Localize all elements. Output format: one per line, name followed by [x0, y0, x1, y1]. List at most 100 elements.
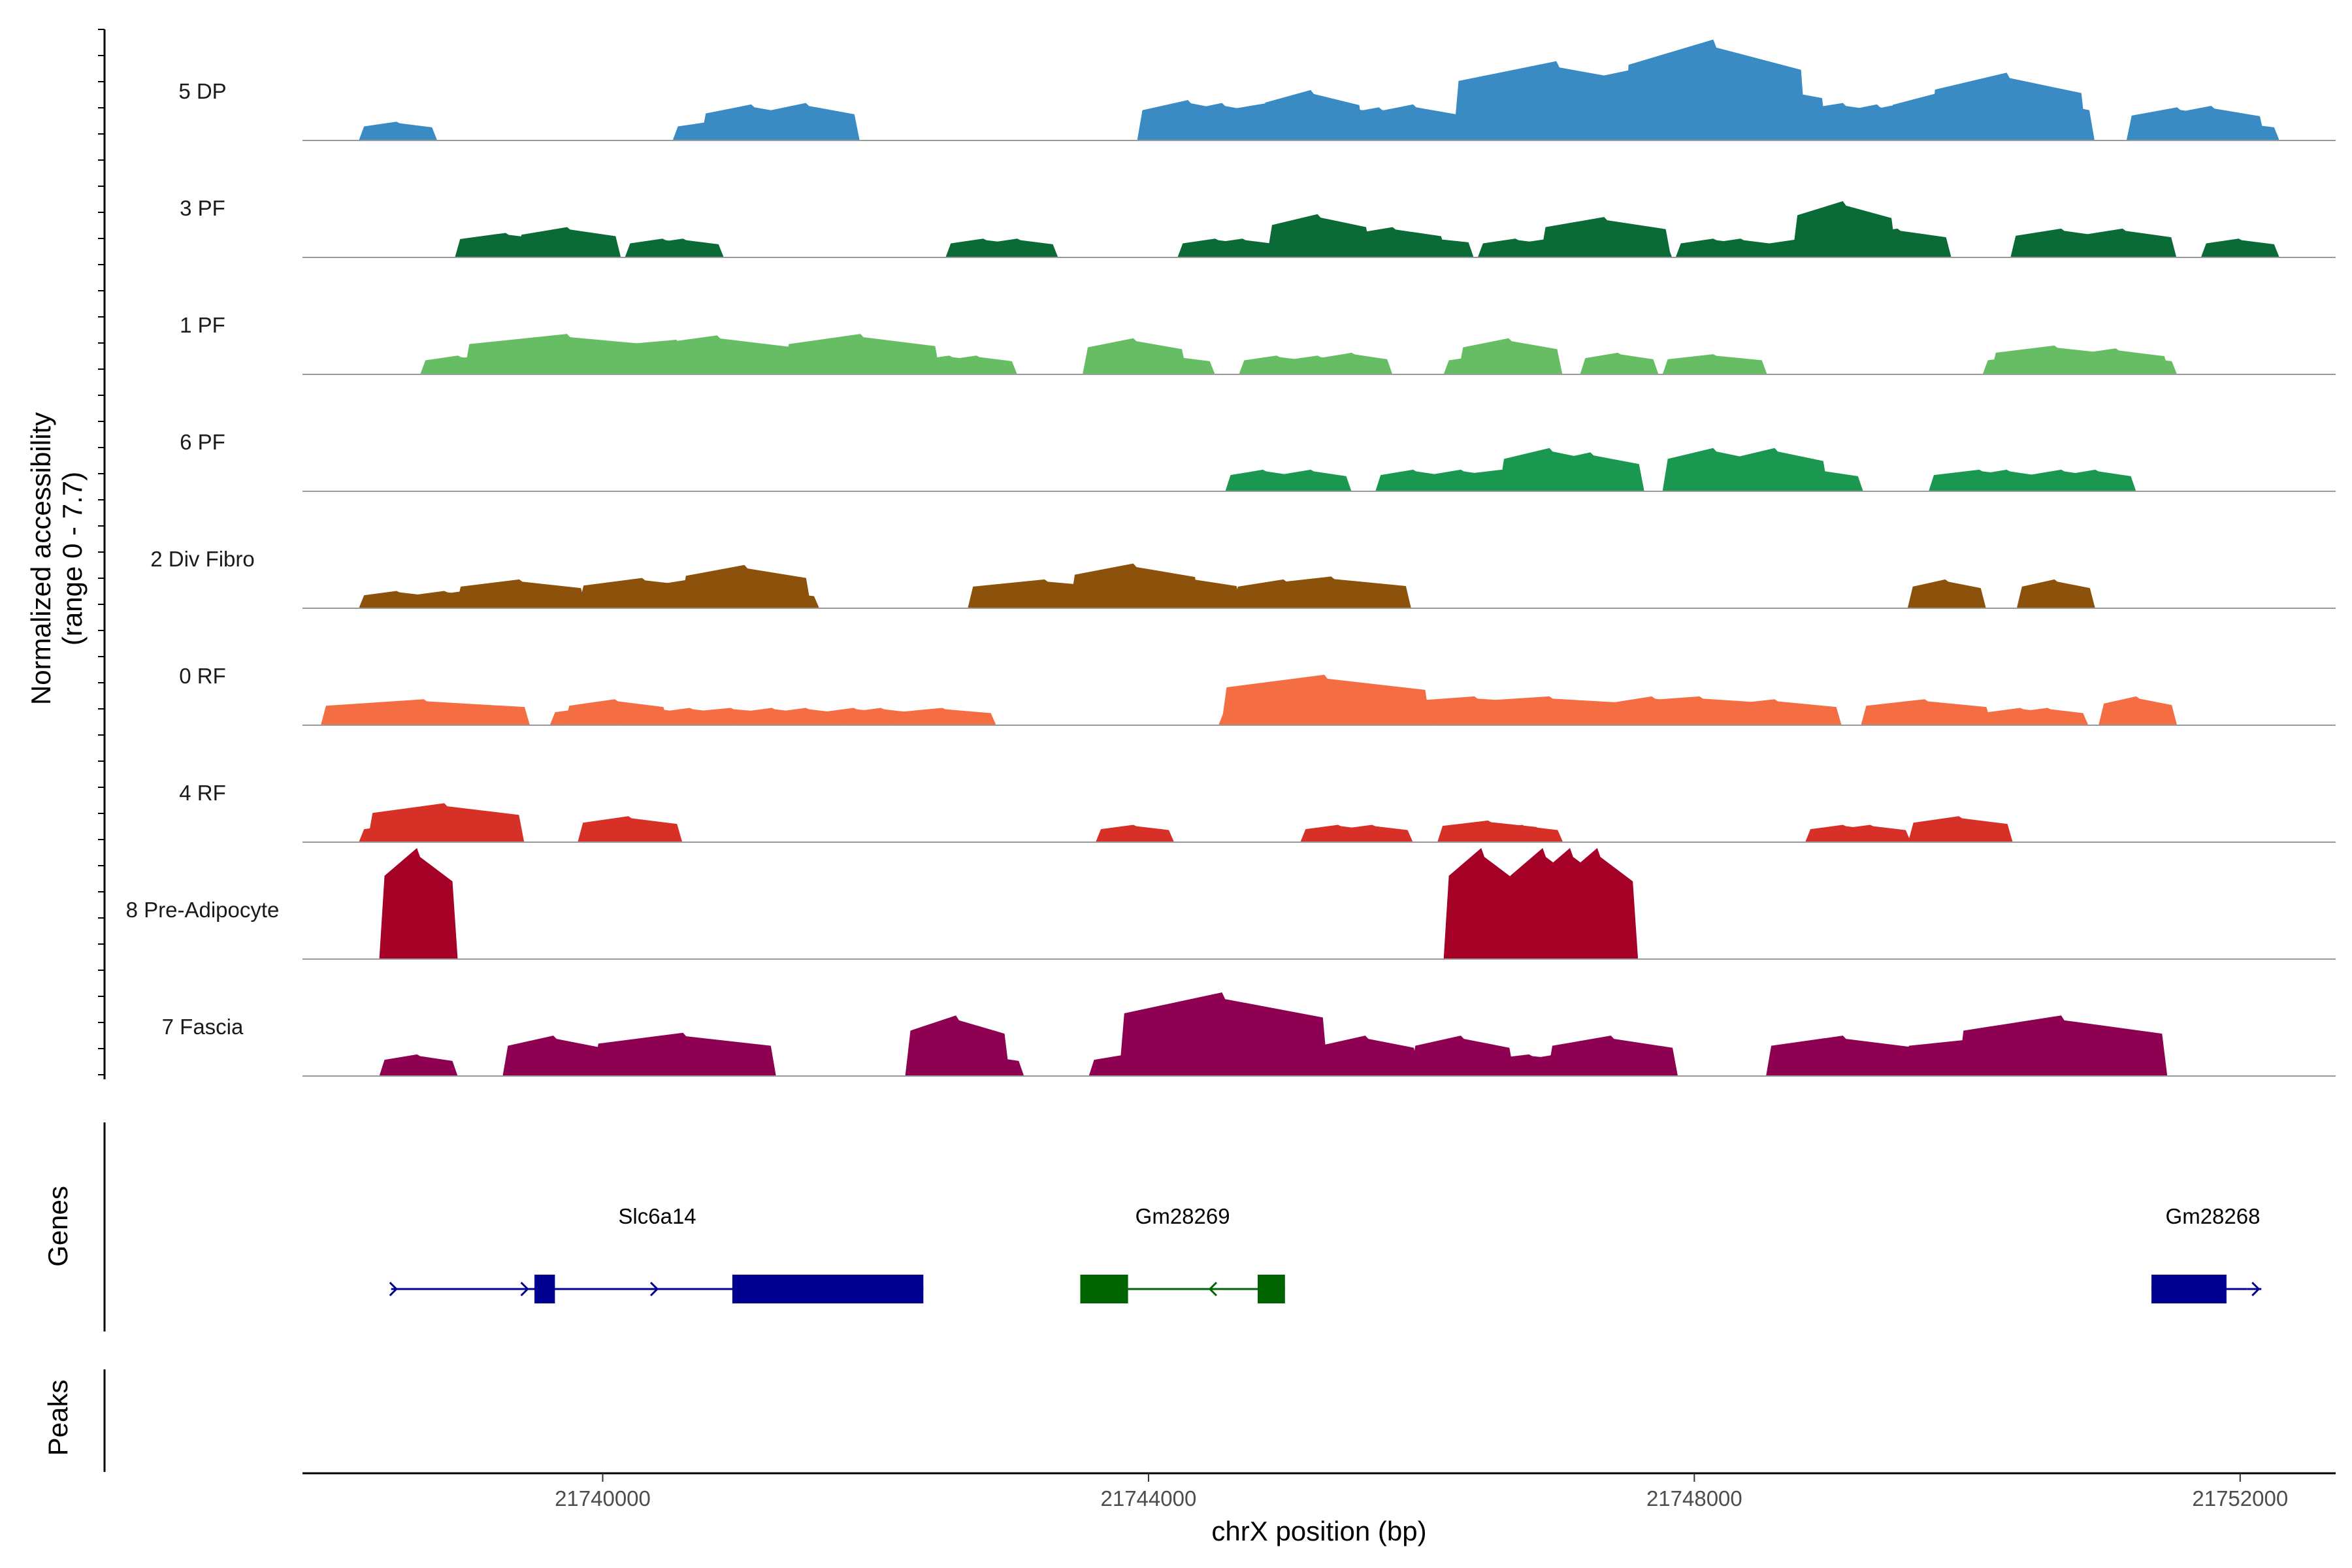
track-label: 3 PF	[180, 196, 225, 220]
coverage-peak	[945, 1054, 1024, 1076]
coverage-peak	[379, 848, 458, 959]
coverage-peak	[1560, 848, 1639, 959]
x-tick-label: 21748000	[1646, 1486, 1742, 1511]
coverage-peak	[1254, 576, 1411, 608]
strand-arrow	[649, 1281, 659, 1297]
coverage-peak	[979, 238, 1058, 257]
coverage-peak	[741, 591, 820, 608]
coverage-peak	[502, 1036, 608, 1076]
track-label: 7 Fascia	[162, 1015, 244, 1039]
coverage-peak	[2085, 1054, 2164, 1076]
track-label: 8 Pre-Adipocyte	[126, 898, 280, 922]
coverage-peak	[1908, 816, 2013, 842]
tracks-layer: 5 DP 3 PF 1 PF 6 PF 2 Div Fibro 0 RF 4 RF 8 Pre…	[126, 39, 2336, 1077]
coverage-peak	[1205, 238, 1284, 257]
track-2-div-fibro: 2 Div Fibro	[150, 547, 2336, 609]
gene-exon	[1258, 1275, 1285, 1303]
coverage-peak	[359, 122, 438, 140]
y-axis-title-line2: (range 0 - 7.7)	[57, 472, 88, 645]
coverage-peak	[1832, 825, 1911, 842]
coverage-peak	[1314, 352, 1393, 374]
coverage-peak	[1137, 576, 1242, 608]
coverage-peak	[320, 699, 530, 725]
track-0-rf: 0 RF	[179, 664, 2336, 726]
left-axis	[98, 29, 106, 1079]
coverage-peak	[515, 591, 595, 608]
coverage-peak	[1484, 825, 1563, 842]
coverage-peak	[1547, 1036, 1678, 1076]
coverage-peak	[1710, 699, 1842, 725]
coverage-peak	[593, 1032, 776, 1076]
coverage-peak	[1907, 579, 1986, 608]
gene-slc6a14: Slc6a14	[389, 1204, 924, 1303]
track-6-pf: 6 PF	[180, 430, 2336, 492]
coverage-peak	[938, 355, 1017, 374]
peaks-label: Peaks	[42, 1380, 73, 1456]
track-1-pf: 1 PF	[180, 313, 2336, 375]
gene-gm28269: Gm28269	[1080, 1204, 1285, 1303]
gene-label: Slc6a14	[618, 1204, 696, 1228]
gene-exon	[732, 1275, 924, 1303]
track-3-pf: 3 PF	[180, 196, 2336, 258]
strand-arrow	[2251, 1281, 2261, 1297]
coverage-peak	[645, 238, 724, 257]
track-label: 5 DP	[178, 79, 226, 103]
coverage-peak	[1989, 97, 2095, 140]
coverage-peak	[367, 803, 525, 842]
genes-label: Genes	[42, 1186, 73, 1267]
coverage-peak	[1846, 228, 1952, 257]
coverage-peak	[1539, 452, 1644, 491]
coverage-peak	[1662, 354, 1767, 374]
gene-exon	[534, 1275, 555, 1303]
coverage-peak	[2016, 579, 2095, 608]
coverage-peak	[1593, 238, 1673, 257]
coverage-peak	[2200, 122, 2279, 140]
strand-arrow	[1208, 1281, 1217, 1297]
coverage-peak	[1119, 992, 1328, 1076]
track-label: 2 Div Fibro	[150, 547, 255, 571]
track-4-rf: 4 RF	[179, 781, 2336, 843]
coverage-peak	[1273, 469, 1352, 491]
track-7-fascia: 7 Fascia	[162, 992, 2336, 1077]
gene-label: Gm28268	[2166, 1204, 2261, 1228]
track-label: 6 PF	[180, 430, 225, 454]
track-label: 0 RF	[179, 664, 226, 688]
x-tick-label: 21752000	[2192, 1486, 2288, 1511]
coverage-peak	[2099, 696, 2178, 725]
coverage-peak	[1096, 825, 1175, 842]
coverage-peak	[1580, 352, 1659, 374]
coverage-peak	[891, 708, 996, 725]
strand-arrow	[389, 1281, 398, 1297]
coverage-peak	[1458, 338, 1563, 374]
coverage-peak	[1861, 699, 1992, 725]
x-tick-label: 21740000	[555, 1486, 651, 1511]
coverage-peak	[1784, 469, 1863, 491]
coverage-peak	[1334, 825, 1413, 842]
coverage-peak	[2099, 355, 2178, 374]
x-tick-label: 21744000	[1101, 1486, 1197, 1511]
coverage-peak	[578, 816, 683, 842]
gene-exon	[2151, 1275, 2227, 1303]
y-axis-title-line1: Normalized accessibility	[25, 412, 56, 705]
coverage-peak	[2057, 469, 2136, 491]
coverage-peak	[516, 227, 621, 257]
coverage-peak	[1369, 235, 1474, 257]
coverage-peak	[2010, 708, 2089, 725]
coverage-peak	[379, 1054, 458, 1076]
strand-arrow	[520, 1281, 529, 1297]
track-5-dp: 5 DP	[178, 39, 2336, 141]
coverage-peak	[1136, 355, 1215, 374]
gene-label: Gm28269	[1135, 1204, 1230, 1228]
track-label: 4 RF	[179, 781, 226, 805]
coverage-peak	[755, 103, 860, 140]
coverage-peak	[2200, 238, 2279, 257]
genes-panel: Slc6a14 Gm28269 Gm28268	[389, 1204, 2262, 1303]
coverage-peak	[2072, 228, 2177, 257]
track-label: 1 PF	[180, 313, 225, 337]
x-axis-ticks: 21740000 21744000 21748000 21752000	[555, 1473, 2288, 1511]
track-8-pre-adipocyte: 8 Pre-Adipocyte	[126, 848, 2336, 960]
gene-exon	[1080, 1275, 1128, 1303]
coverage-peak	[1703, 238, 1782, 257]
gene-gm28268: Gm28268	[2151, 1204, 2262, 1303]
